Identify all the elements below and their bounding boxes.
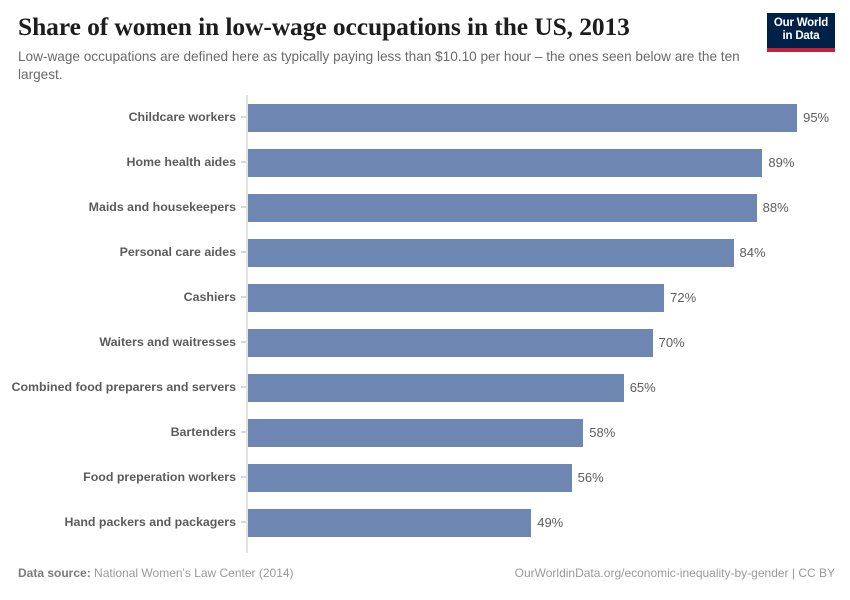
bar-row: Maids and housekeepers 88% [0,185,850,230]
bar[interactable] [248,328,653,357]
bar-row: Childcare workers 95% [0,95,850,140]
logo-line-1: Our World [773,17,829,29]
category-label: Food preperation workers [83,470,236,484]
axis-tick [241,476,246,478]
category-label: Hand packers and packagers [64,515,237,529]
chart-subtitle: Low-wage occupations are defined here as… [18,49,740,83]
bar-rows: Childcare workers 95% Home health aides 89%… [0,95,850,545]
bar-row: Personal care aides 84% [0,230,850,275]
bar-row: Bartenders 58% [0,410,850,455]
chart-footer: Data source: National Women's Law Center… [18,566,835,582]
chart-header: Share of women in low-wage occupations i… [18,12,758,85]
bar[interactable] [248,418,584,447]
axis-tick [241,206,246,208]
axis-tick [241,341,246,343]
bar-value-label: 58% [589,424,616,440]
axis-tick [241,386,246,388]
category-label: Maids and housekeepers [88,200,236,214]
bar[interactable] [248,373,624,402]
axis-tick [241,521,246,523]
bar-row: Home health aides 89% [0,140,850,185]
bar-value-label: 88% [762,199,789,215]
bar-value-label: 49% [537,514,564,530]
y-axis-line [246,95,248,553]
page-title: Share of women in low-wage occupations i… [18,12,630,41]
bar[interactable] [248,283,665,312]
bar[interactable] [248,238,734,267]
bar[interactable] [248,193,757,222]
attribution-link[interactable]: OurWorldinData.org/economic-inequality-b… [514,566,835,580]
bar-value-label: 56% [577,469,604,485]
axis-tick [241,431,246,433]
category-label: Cashiers [183,290,236,304]
category-label: Childcare workers [128,110,236,124]
bar-value-label: 84% [739,244,766,260]
bar-chart-plot-area: Childcare workers 95% Home health aides 89%… [0,95,850,553]
bar-value-label: 65% [629,379,656,395]
category-label: Combined food preparers and servers [11,380,236,394]
logo-line-2: in Data [782,30,820,43]
bar-value-label: 89% [768,154,795,170]
category-label: Waiters and waitresses [99,335,236,349]
bar-value-label: 95% [803,109,830,125]
category-label: Home health aides [126,155,236,169]
axis-tick [241,251,246,253]
category-label: Bartenders [170,425,236,439]
axis-tick [241,296,246,298]
data-source: Data source: National Women's Law Center… [18,566,294,580]
bar[interactable] [248,463,572,492]
bar-row: Food preperation workers 56% [0,455,850,500]
bar-row: Waiters and waitresses 70% [0,320,850,365]
our-world-in-data-logo[interactable]: Our World in Data [767,13,835,52]
data-source-value: National Women's Law Center (2014) [94,566,294,580]
bar[interactable] [248,508,532,537]
bar-value-label: 70% [658,334,685,350]
bar-row: Hand packers and packagers 49% [0,500,850,545]
data-source-label: Data source: [18,566,91,580]
bar[interactable] [248,103,798,132]
bar-value-label: 72% [670,289,697,305]
axis-tick [241,161,246,163]
bar[interactable] [248,148,763,177]
axis-tick [241,116,246,118]
bar-row: Cashiers 72% [0,275,850,320]
category-label: Personal care aides [119,245,236,259]
bar-row: Combined food preparers and servers 65% [0,365,850,410]
